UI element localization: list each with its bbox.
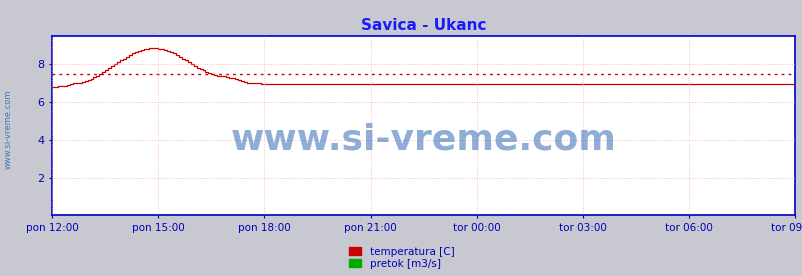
Text: www.si-vreme.com: www.si-vreme.com (230, 123, 616, 157)
Legend: temperatura [C], pretok [m3/s]: temperatura [C], pretok [m3/s] (346, 245, 456, 271)
Title: Savica - Ukanc: Savica - Ukanc (360, 18, 486, 33)
Text: www.si-vreme.com: www.si-vreme.com (3, 90, 13, 169)
